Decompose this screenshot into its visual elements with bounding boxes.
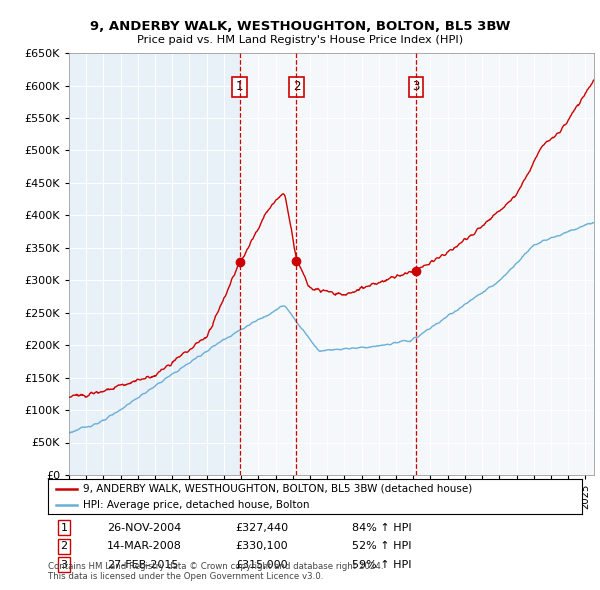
Text: Contains HM Land Registry data © Crown copyright and database right 2024.
This d: Contains HM Land Registry data © Crown c… — [48, 562, 383, 581]
Bar — [416, 53, 600, 475]
Text: 1: 1 — [61, 523, 68, 533]
Text: £315,000: £315,000 — [235, 560, 287, 570]
Text: 2: 2 — [293, 80, 300, 93]
Text: 52% ↑ HPI: 52% ↑ HPI — [352, 542, 412, 551]
Text: 3: 3 — [61, 560, 68, 570]
Text: 3: 3 — [412, 80, 419, 93]
Text: 9, ANDERBY WALK, WESTHOUGHTON, BOLTON, BL5 3BW: 9, ANDERBY WALK, WESTHOUGHTON, BOLTON, B… — [90, 20, 510, 33]
Text: 59% ↑ HPI: 59% ↑ HPI — [352, 560, 412, 570]
Text: 2: 2 — [61, 542, 68, 551]
Text: 14-MAR-2008: 14-MAR-2008 — [107, 542, 182, 551]
Text: 9, ANDERBY WALK, WESTHOUGHTON, BOLTON, BL5 3BW (detached house): 9, ANDERBY WALK, WESTHOUGHTON, BOLTON, B… — [83, 484, 472, 494]
Text: HPI: Average price, detached house, Bolton: HPI: Average price, detached house, Bolt… — [83, 500, 309, 510]
Text: 26-NOV-2004: 26-NOV-2004 — [107, 523, 181, 533]
Text: £327,440: £327,440 — [235, 523, 288, 533]
Text: 1: 1 — [236, 80, 244, 93]
Text: Price paid vs. HM Land Registry's House Price Index (HPI): Price paid vs. HM Land Registry's House … — [137, 35, 463, 45]
Bar — [239, 53, 296, 475]
Text: 84% ↑ HPI: 84% ↑ HPI — [352, 523, 412, 533]
Text: £330,100: £330,100 — [235, 542, 287, 551]
Bar — [296, 53, 416, 475]
Text: 27-FEB-2015: 27-FEB-2015 — [107, 560, 178, 570]
